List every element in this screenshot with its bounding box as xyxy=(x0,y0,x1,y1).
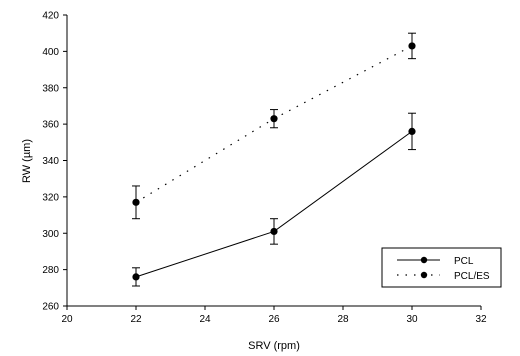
y-tick-label-2: 300 xyxy=(42,229,59,240)
legend-label-pcl-es: PCL/ES xyxy=(454,271,490,282)
y-axis-title: RW (µm) xyxy=(21,139,33,183)
y-tick-label-8: 420 xyxy=(42,11,59,22)
series-line-pcl xyxy=(135,130,413,278)
legend-marker-pcl xyxy=(420,256,428,264)
data-point-pcl-es-2 xyxy=(408,42,416,50)
y-tick-label-5: 360 xyxy=(42,120,59,131)
data-point-pcl-2 xyxy=(408,127,416,135)
x-axis-title: SRV (rpm) xyxy=(248,340,300,352)
x-tick-label-2: 24 xyxy=(199,314,211,325)
y-tick-label-6: 380 xyxy=(42,83,59,94)
y-tick-label-4: 340 xyxy=(42,156,59,167)
plot-area: 20 22 24 26 28 30 32 260 280 300 320 340 360 380 400 42… xyxy=(42,11,487,326)
x-tick-label-5: 30 xyxy=(406,314,418,325)
legend: PCL PCL/ES xyxy=(381,247,502,288)
data-point-pcl-es-0 xyxy=(132,198,140,206)
legend-box xyxy=(381,247,502,288)
data-point-pcl-1 xyxy=(270,227,278,236)
y-tick-label-1: 280 xyxy=(42,265,59,276)
y-tick-label-3: 320 xyxy=(42,192,59,203)
x-tick-label-0: 20 xyxy=(61,314,73,325)
y-tick-label-0: 260 xyxy=(42,302,59,313)
x-tick-label-1: 22 xyxy=(130,314,142,325)
x-tick-label-4: 28 xyxy=(337,314,349,325)
x-tick-label-6: 32 xyxy=(475,314,487,325)
legend-marker-pcl-es xyxy=(420,271,428,279)
x-tick-label-3: 26 xyxy=(268,314,280,325)
legend-label-pcl: PCL xyxy=(454,256,474,267)
data-point-pcl-0 xyxy=(132,273,140,281)
y-tick-label-7: 400 xyxy=(42,47,59,58)
data-point-pcl-es-1 xyxy=(270,115,278,123)
